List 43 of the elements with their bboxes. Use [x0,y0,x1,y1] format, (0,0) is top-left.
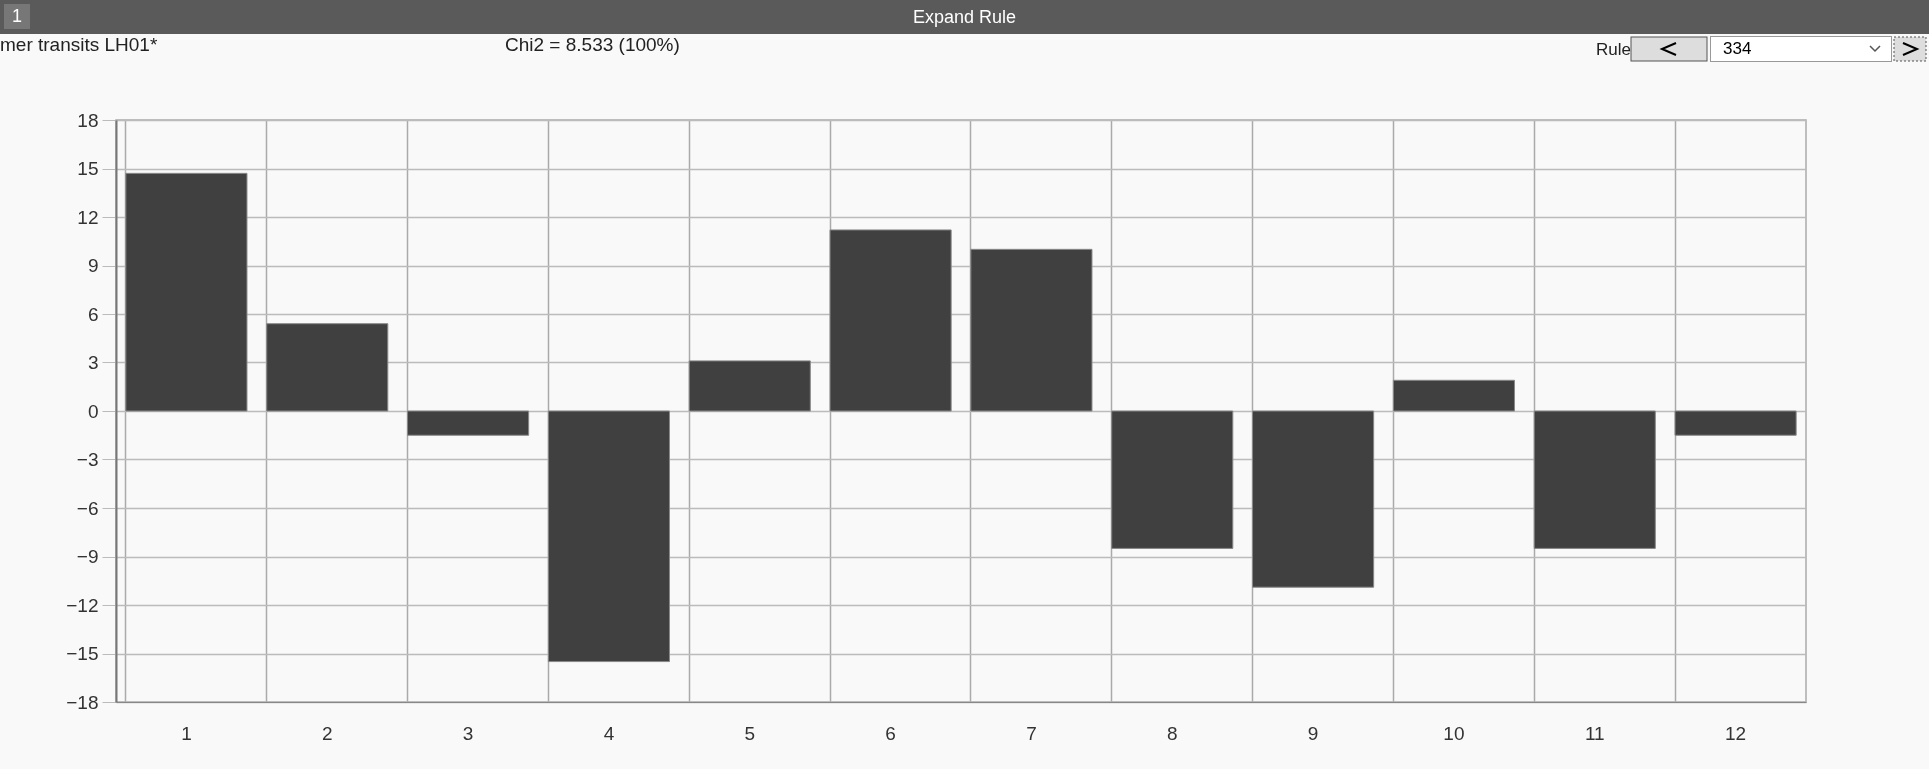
bar [266,323,389,412]
bar [970,248,1093,412]
bar [1392,379,1515,412]
x-tick-label: 10 [1443,722,1465,744]
text: 334 [1723,39,1752,59]
x-tick-label: 12 [1725,722,1747,744]
y-tick-label: −9 [76,546,99,567]
text: mer transits LH01* [0,34,158,56]
y-tick-label: −12 [66,594,99,616]
text: Rule [1596,40,1631,60]
chart-title: Expand Rule [912,7,1017,27]
bar [1674,410,1797,436]
text: Chi2 = 8.533 (100%) [505,34,680,56]
y-tick-label: 3 [87,352,99,373]
x-tick-label: 8 [1166,722,1178,744]
bar [407,410,530,436]
x-tick-label: 7 [1026,722,1037,744]
y-tick-label: 12 [77,206,99,228]
y-tick-label: −18 [66,691,99,713]
text: 1 [4,4,31,29]
bar [688,360,811,412]
y-tick-label: −15 [66,643,99,664]
y-tick-label: 9 [87,255,99,276]
y-tick-label: −6 [76,497,99,519]
y-tick-label: 0 [87,400,99,422]
bar [125,172,248,412]
bar [829,229,952,412]
x-tick-label: 3 [462,722,474,744]
x-tick-label: 2 [321,722,333,744]
x-tick-label: 5 [744,722,756,744]
x-tick-label: 9 [1307,722,1319,744]
bar [547,410,670,663]
x-tick-label: 4 [603,722,615,744]
bar [1533,410,1656,549]
y-tick-label: 15 [77,158,99,179]
y-tick-label: 6 [87,303,99,325]
x-tick-label: 1 [181,722,192,744]
bar [1252,410,1375,588]
x-tick-label: 11 [1584,722,1605,744]
y-tick-label: 18 [77,109,99,131]
x-tick-label: 6 [885,722,896,744]
bar [1111,410,1234,549]
y-tick-label: −3 [76,449,99,470]
